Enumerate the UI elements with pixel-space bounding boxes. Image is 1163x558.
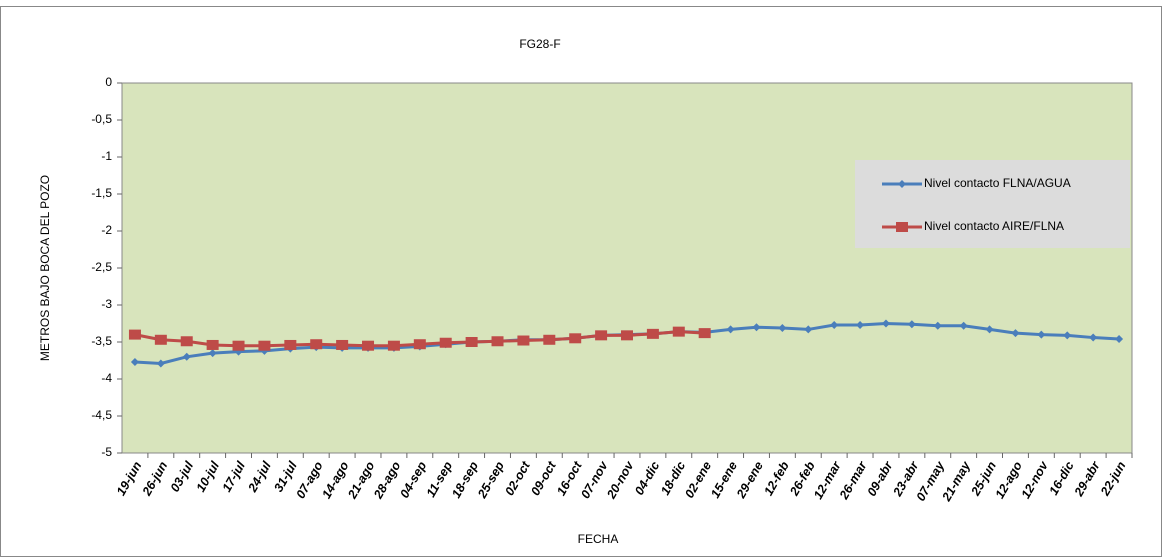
marker (569, 333, 582, 344)
legend-label: Nivel contacto AIRE/FLNA (924, 219, 1064, 233)
marker (933, 321, 942, 330)
y-tick-label: -2 (101, 223, 112, 237)
marker (830, 320, 839, 329)
marker (1037, 330, 1046, 339)
marker (387, 340, 400, 351)
marker (1011, 329, 1020, 338)
marker (310, 339, 323, 350)
marker (1115, 335, 1124, 344)
marker (156, 359, 165, 368)
chart-title: FG28-F (519, 37, 560, 51)
marker (232, 340, 245, 351)
marker (752, 323, 761, 332)
marker (985, 325, 994, 334)
marker (362, 340, 375, 351)
y-tick-label: -1 (101, 149, 112, 163)
legend (855, 160, 1130, 248)
legend-label: Nivel contacto FLNA/AGUA (924, 176, 1071, 190)
marker (258, 340, 271, 351)
marker (439, 337, 452, 348)
y-tick-label: -3 (101, 297, 112, 311)
marker (672, 326, 685, 337)
marker (413, 339, 426, 350)
marker (959, 321, 968, 330)
marker (208, 349, 217, 358)
marker (881, 319, 890, 328)
marker (621, 330, 633, 341)
marker (804, 325, 813, 334)
marker (856, 320, 865, 329)
marker (595, 330, 608, 341)
marker (1063, 331, 1072, 340)
y-tick-label: -1,5 (91, 186, 112, 200)
marker (778, 323, 787, 332)
marker (646, 328, 659, 339)
marker (491, 336, 504, 347)
y-axis-label: METROS BAJO BOCA DEL POZO (38, 175, 52, 361)
marker (907, 320, 916, 329)
marker (128, 329, 141, 340)
marker (726, 325, 735, 334)
legend-marker (898, 180, 906, 188)
y-tick-label: -4,5 (91, 408, 112, 422)
marker (543, 334, 556, 345)
y-tick-label: -4 (101, 371, 112, 385)
marker (465, 337, 478, 347)
marker (336, 339, 349, 350)
y-tick-label: -0,5 (91, 112, 112, 126)
y-tick-label: -2,5 (91, 260, 112, 274)
marker (180, 336, 193, 347)
marker (698, 328, 711, 339)
x-axis-label: FECHA (578, 532, 619, 546)
y-tick-label: 0 (105, 75, 112, 89)
legend-marker (896, 222, 908, 232)
marker (517, 335, 530, 346)
marker (284, 339, 297, 350)
marker (130, 357, 139, 366)
marker (182, 352, 191, 361)
y-tick-label: -3,5 (91, 334, 112, 348)
marker (154, 334, 167, 345)
plot-area (121, 82, 1133, 454)
y-tick-label: -5 (101, 445, 112, 459)
marker (206, 339, 219, 350)
marker (1089, 333, 1098, 342)
